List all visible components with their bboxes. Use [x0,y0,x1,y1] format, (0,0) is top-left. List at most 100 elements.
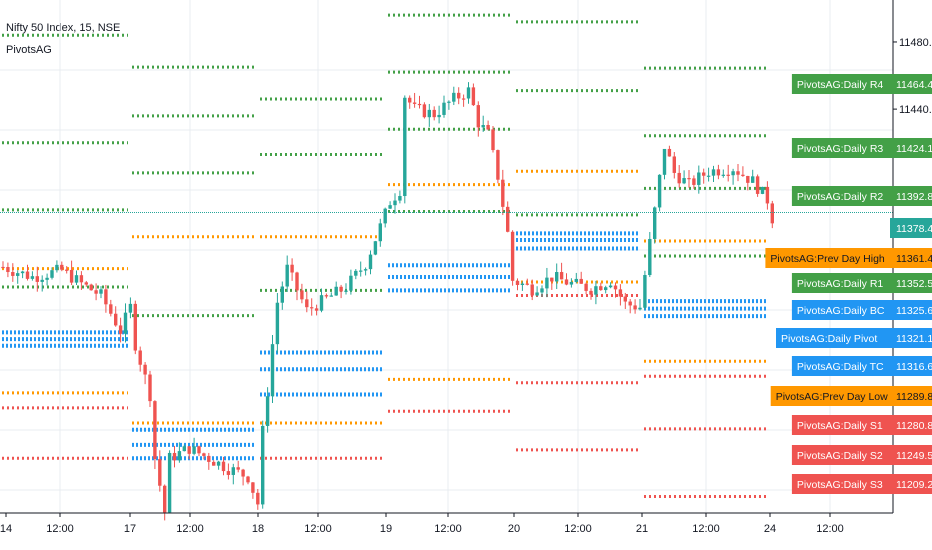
candle-up [545,277,549,289]
candle-down [339,286,343,292]
candle-up [319,295,324,311]
candle-up [368,254,373,270]
price-label[interactable]: PivotsAG:Daily R2 11392.80 [791,186,932,206]
candle-up [427,109,431,118]
candle-up [437,114,441,118]
candle-up [334,286,338,296]
candle-down [741,174,745,176]
candle-down [525,283,529,285]
indicator-legend[interactable]: PivotsAG [6,44,52,56]
price-label[interactable]: PivotsAG:Daily R3 11424.15 [791,138,932,158]
candle-down [236,467,240,470]
candle-down [496,150,500,180]
price-label-value: 11316.68 [896,361,932,373]
candle-down [94,290,98,294]
symbol-title[interactable]: Nifty 50 Index, 15, NSE [6,22,121,34]
candles [1,82,774,521]
candle-down [69,269,74,283]
candle-down [564,279,569,285]
y-tick-label: 11440.00 [899,104,932,116]
x-tick-label: 12:00 [46,523,74,535]
candle-up [329,295,333,297]
candle-down [476,105,480,128]
price-label[interactable]: PivotsAG:Daily TC 11316.68 [791,356,932,376]
price-label-value: 11321.15 [896,333,932,345]
price-label-box [791,273,932,293]
candle-up [30,276,35,279]
candle-down [158,459,162,486]
candle-down [197,446,201,454]
x-tick-label: 12:00 [692,523,720,535]
price-label-box [791,186,932,206]
candle-down [187,446,191,454]
last-price-label[interactable]: 11378.40 [890,218,932,238]
candle-down [501,179,505,207]
candle-down [221,461,226,472]
price-label-value: 11325.63 [896,305,932,317]
price-label[interactable]: PivotsAG:Prev Day Low 11289.80 [770,386,932,406]
price-label[interactable]: PivotsAG:Daily BC 11325.63 [791,300,932,320]
price-label-value: 11289.80 [896,391,932,403]
price-label-name: PivotsAG:Daily R4 [797,79,884,91]
price-label[interactable]: PivotsAG:Daily Pivot 11321.15 [776,328,932,348]
candle-down [314,308,319,311]
candle-up [128,303,133,313]
candle-up [275,302,280,345]
price-label-box [791,415,932,435]
candle-up [662,148,667,175]
candle-up [447,101,451,103]
x-tick-label: 19 [380,523,392,535]
candle-up [270,344,275,397]
candle-down [84,282,88,285]
candle-down [138,350,142,365]
candle-down [770,203,774,224]
candle-down [667,148,672,157]
candle-up [373,241,378,255]
candle-up [638,307,642,310]
price-label-name: PivotsAG:Daily R2 [797,191,884,203]
candle-up [442,102,446,115]
candle-down [579,278,583,284]
candle-down [104,289,108,305]
y-tick-label: 11480.00 [899,37,932,49]
price-label[interactable]: PivotsAG:Daily R4 11464.45 [791,74,932,94]
price-label[interactable]: PivotsAG:Daily R1 11352.50 [791,273,932,293]
x-tick-label: 12:00 [816,523,844,535]
candle-down [755,176,760,194]
candle-up [167,452,172,513]
candle-down [65,269,69,271]
x-tick-label: 17 [124,523,136,535]
candle-up [177,451,182,461]
candle-down [530,284,534,296]
price-label[interactable]: PivotsAG:Prev Day High 11361.45 [765,248,932,268]
candle-down [506,206,510,232]
candle-up [378,223,382,242]
candle-up [594,286,598,295]
candle-up [40,279,44,282]
candle-up [608,285,613,288]
candle-down [559,272,564,280]
candle-up [123,312,128,334]
price-label[interactable]: PivotsAG:Daily S1 11280.85 [791,415,932,435]
candle-down [457,92,461,99]
candle-up [653,207,657,239]
candle-down [109,304,113,314]
candle-down [6,267,10,273]
candle-down [461,98,466,100]
price-label-value: 11378.40 [896,223,932,235]
candle-down [726,174,730,176]
candle-up [682,178,686,184]
candle-down [408,97,412,103]
candle-up [20,271,25,274]
candle-down [133,303,137,351]
candle-up [731,171,735,176]
price-label[interactable]: PivotsAG:Daily S3 11209.20 [791,474,932,494]
price-label[interactable]: PivotsAG:Daily S2 11249.50 [791,445,932,465]
candle-down [143,364,147,375]
price-label-value: 11209.20 [896,479,932,491]
x-tick-label: 24 [764,523,776,535]
price-label-name: PivotsAG:Daily S3 [797,479,883,491]
candle-down [207,455,211,462]
